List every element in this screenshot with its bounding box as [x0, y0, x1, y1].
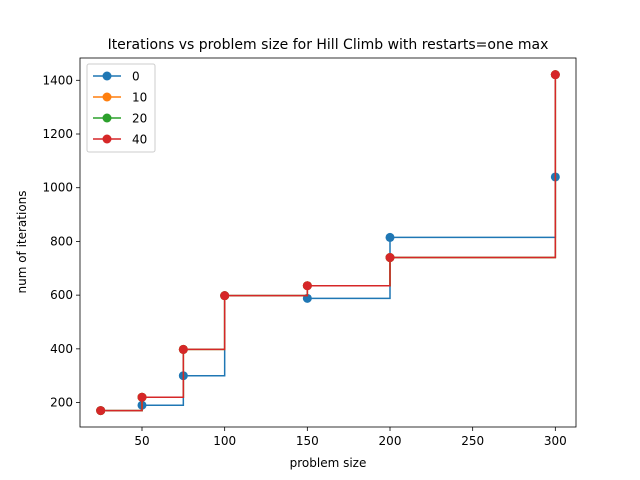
data-point-40 [137, 392, 147, 402]
y-axis: 200 400 600 800 1000 1200 1400 [42, 73, 80, 410]
y-tick-label: 1000 [42, 181, 73, 195]
y-tick-label: 1400 [42, 73, 73, 87]
legend-label: 40 [132, 133, 147, 147]
x-tick-label: 250 [461, 434, 484, 448]
y-tick-label: 400 [50, 342, 73, 356]
data-point-0 [385, 232, 395, 242]
x-tick-label: 100 [213, 434, 236, 448]
y-tick-label: 800 [50, 234, 73, 248]
data-point-40 [96, 406, 106, 416]
data-point-40 [302, 281, 312, 291]
data-point-40 [220, 291, 230, 301]
x-tick-label: 200 [379, 434, 402, 448]
legend-label: 10 [132, 91, 147, 105]
chart-title: Iterations vs problem size for Hill Clim… [108, 37, 549, 53]
x-axis-label: problem size [290, 456, 367, 470]
x-tick-label: 150 [296, 434, 319, 448]
y-tick-label: 1200 [42, 127, 73, 141]
x-tick-label: 50 [134, 434, 149, 448]
series-line-20 [100, 74, 557, 412]
series-line-0 [100, 176, 557, 412]
series-line-10 [100, 74, 557, 412]
legend-box [86, 63, 156, 153]
legend-swatch-marker [102, 92, 112, 102]
plot-series [96, 70, 560, 416]
legend-label: 20 [132, 112, 147, 126]
legend-label: 0 [132, 70, 140, 84]
series-line-40 [100, 74, 557, 412]
data-point-40 [385, 253, 395, 263]
x-axis: 50 100 150 200 250 300 [134, 427, 567, 448]
legend-swatch-marker [102, 134, 112, 144]
x-tick-label: 300 [544, 434, 567, 448]
legend: 0 10 20 40 [86, 63, 156, 153]
legend-swatch-marker [102, 113, 112, 123]
legend-swatch-marker [102, 71, 112, 81]
y-tick-label: 200 [50, 396, 73, 410]
data-point-40 [178, 344, 188, 354]
y-axis-label: num of iterations [15, 190, 29, 293]
plot-frame [79, 57, 577, 428]
data-point-40 [550, 70, 560, 80]
y-tick-label: 600 [50, 288, 73, 302]
